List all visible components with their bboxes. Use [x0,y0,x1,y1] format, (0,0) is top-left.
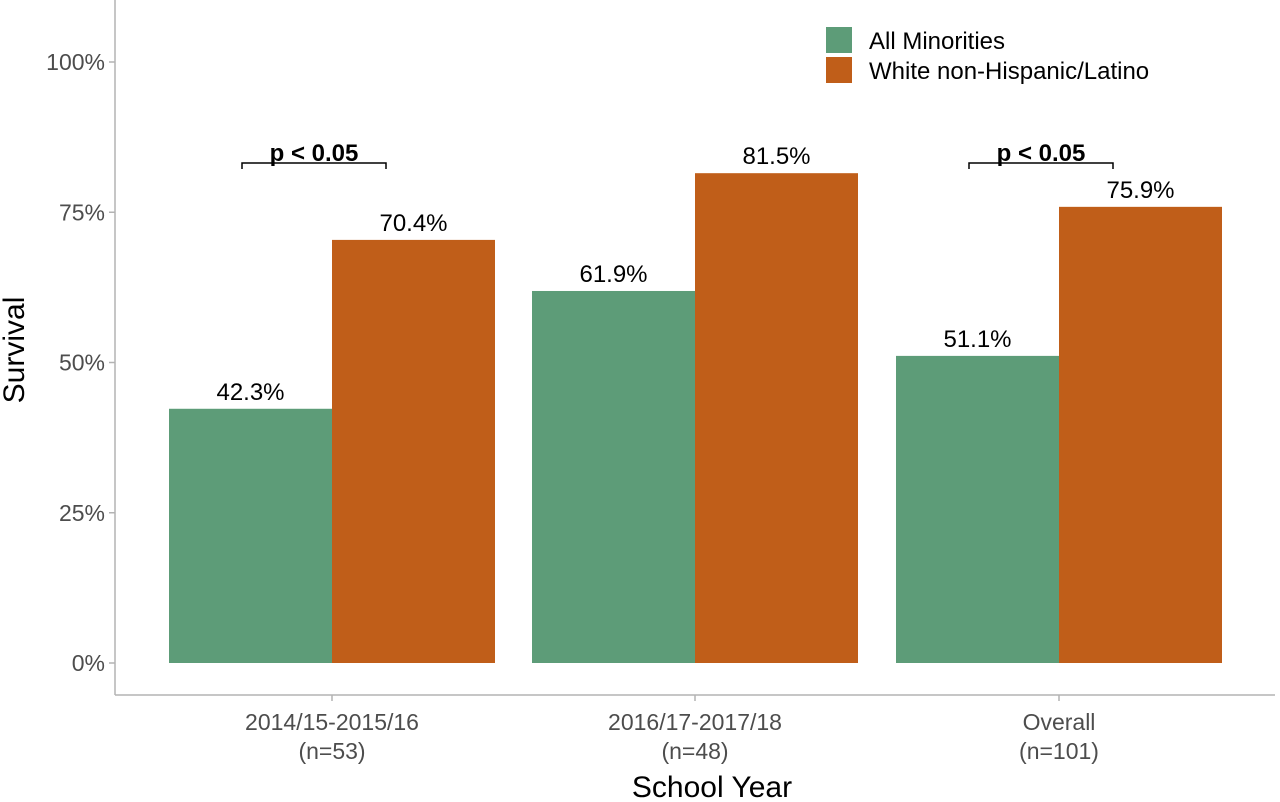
significance-label: p < 0.05 [270,140,359,167]
x-tick-label: Overall (n=101) [1019,709,1099,764]
y-tick-label: 50% [59,350,105,376]
y-axis-title: Survival [0,297,31,404]
x-tick-label: 2014/15-2015/16 (n=53) [245,709,419,764]
y-tick-label: 0% [72,650,105,676]
y-tick-label: 100% [46,49,105,75]
x-tick-label-line: 2014/15-2015/16 [245,709,419,735]
chart-legend: All Minorities White non-Hispanic/Latino [826,27,1149,85]
x-tick-label-line: (n=48) [661,738,728,764]
bar-value-label: 81.5% [742,143,810,170]
bar [1059,206,1222,663]
chart-bars [169,173,1222,663]
x-tick-label-line: (n=53) [298,738,365,764]
x-axis-title: School Year [632,771,792,802]
bar [532,290,695,663]
x-tick-label-line: 2016/17-2017/18 [608,709,782,735]
x-tick-label: 2016/17-2017/18 (n=48) [608,709,782,764]
bar [896,355,1059,663]
significance-label: p < 0.05 [997,140,1086,167]
bar-value-label: 70.4% [379,210,447,237]
y-tick-label: 25% [59,500,105,526]
bar [332,239,495,663]
chart-data-labels: 42.3% 61.9% 51.1% 70.4% 81.5% 75.9% [216,143,1174,406]
legend-label: All Minorities [869,28,1005,55]
significance-bracket [968,162,1114,169]
bar-value-label: 51.1% [943,326,1011,353]
y-tick-label: 75% [59,199,105,225]
legend-label: White non-Hispanic/Latino [869,58,1149,85]
x-tick-label-line: (n=101) [1019,738,1099,764]
legend-swatch [826,27,852,53]
bar-value-label: 42.3% [216,379,284,406]
bar-value-label: 75.9% [1106,177,1174,204]
bar [695,173,858,663]
bar-value-label: 61.9% [579,261,647,288]
x-tick-label-line: Overall [1023,709,1096,735]
legend-swatch [826,57,852,83]
significance-bracket [241,162,387,169]
chart-annotations: p < 0.05 p < 0.05 [241,140,1114,169]
bar [169,408,332,663]
